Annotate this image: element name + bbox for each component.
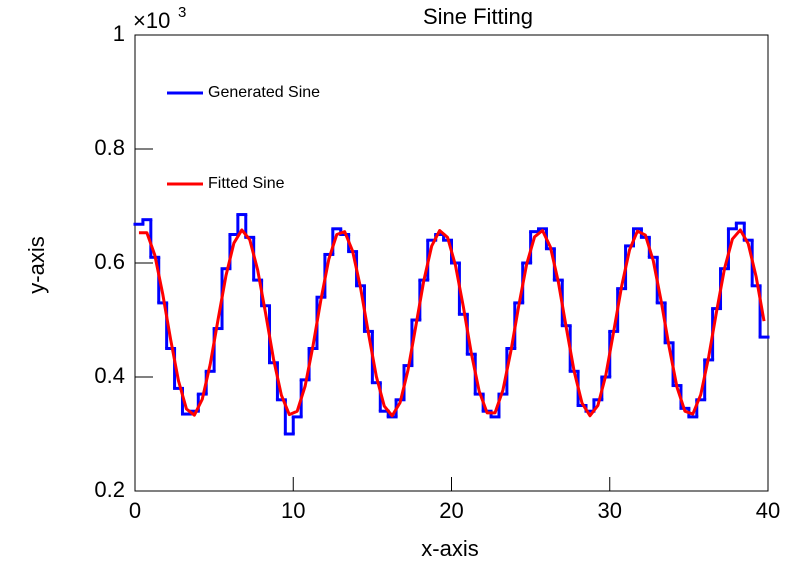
y-tick-label: 0.4 xyxy=(94,363,125,388)
x-tick-label: 20 xyxy=(439,498,463,523)
x-tick-label: 10 xyxy=(281,498,305,523)
chart-title: Sine Fitting xyxy=(423,4,533,29)
x-tick-label: 30 xyxy=(598,498,622,523)
y-tick-label: 1 xyxy=(113,21,125,46)
x-axis-label: x-axis xyxy=(421,536,478,561)
x-tick-label: 0 xyxy=(129,498,141,523)
fit-line xyxy=(138,228,766,418)
y-tick-label: 0.6 xyxy=(94,249,125,274)
y-multiplier: ×10 xyxy=(133,8,170,33)
y-tick-label: 0.2 xyxy=(94,477,125,502)
x-tick-label: 40 xyxy=(756,498,780,523)
y-axis-label: y-axis xyxy=(24,236,49,293)
y-tick-label: 0.8 xyxy=(94,135,125,160)
legend-label: Generated Sine xyxy=(208,84,320,101)
y-multiplier-exponent: 3 xyxy=(178,4,186,21)
legend-label: Fitted Sine xyxy=(208,175,285,192)
